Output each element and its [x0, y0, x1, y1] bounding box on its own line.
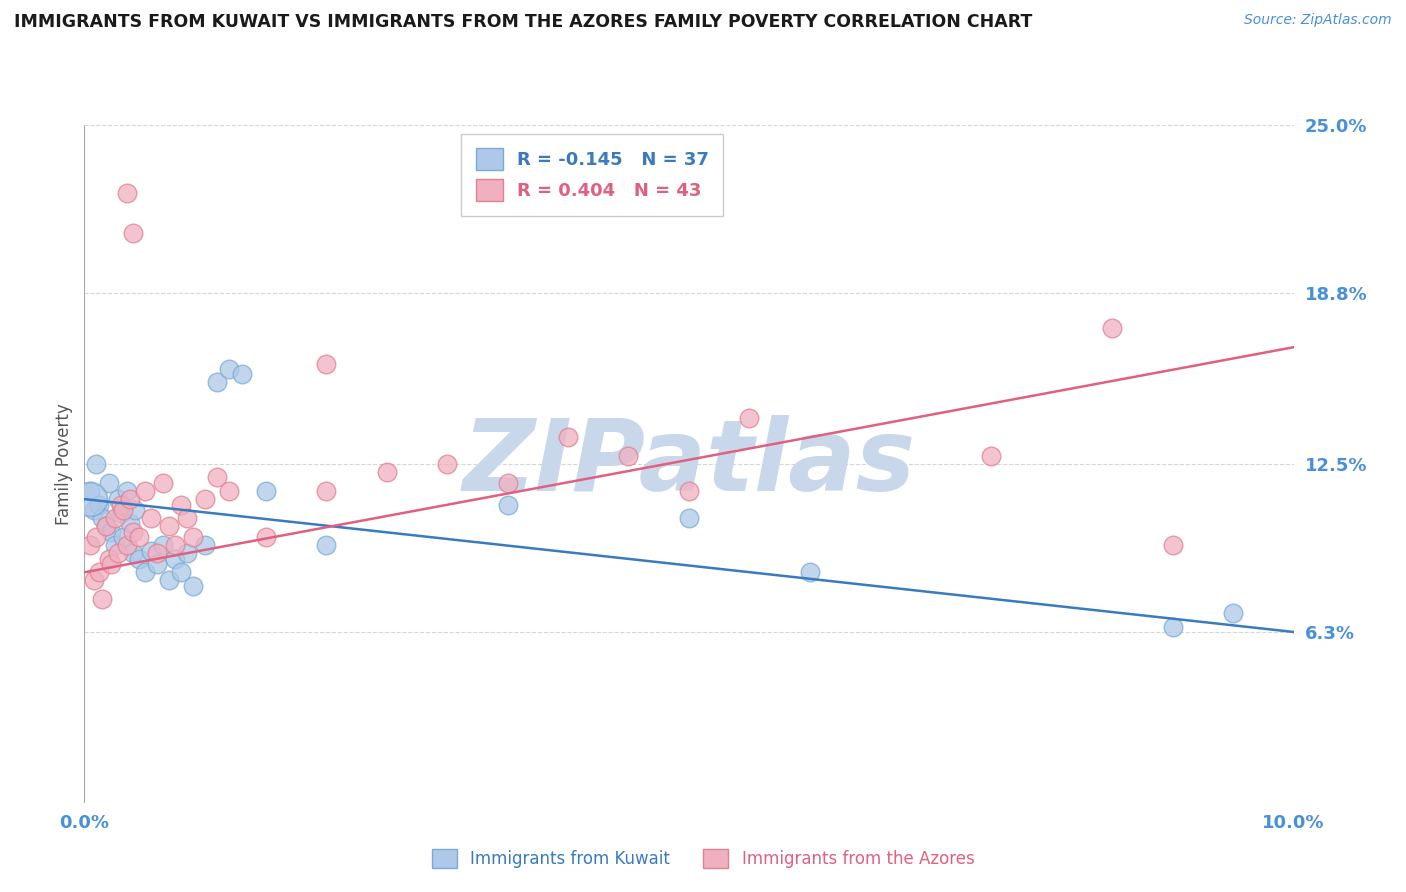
Point: [120, 516, 142, 531]
Point: [91, 511, 114, 525]
Point: [254, 483, 277, 498]
Point: [128, 551, 150, 566]
Point: [97, 551, 120, 566]
Point: [87, 498, 110, 512]
Point: [194, 492, 217, 507]
Point: [139, 511, 162, 525]
Point: [181, 579, 204, 593]
Point: [94, 519, 117, 533]
Point: [231, 368, 253, 382]
Point: [218, 483, 240, 498]
Point: [139, 543, 162, 558]
Point: [315, 538, 337, 552]
Point: [91, 592, 114, 607]
Point: [194, 538, 217, 552]
Point: [79, 492, 101, 507]
Point: [176, 546, 198, 560]
Point: [1161, 538, 1184, 552]
Point: [86, 457, 108, 471]
Point: [254, 530, 277, 544]
Point: [121, 524, 143, 539]
Point: [110, 506, 132, 520]
Point: [181, 530, 204, 544]
Point: [738, 410, 761, 425]
Legend: R = -0.145   N = 37, R = 0.404   N = 43: R = -0.145 N = 37, R = 0.404 N = 43: [461, 134, 723, 216]
Text: ZIPatlas: ZIPatlas: [463, 416, 915, 512]
Point: [115, 186, 138, 200]
Point: [86, 530, 108, 544]
Point: [121, 227, 143, 241]
Point: [315, 357, 337, 371]
Point: [83, 574, 105, 588]
Point: [79, 538, 101, 552]
Point: [218, 362, 240, 376]
Point: [104, 511, 127, 525]
Point: [146, 546, 169, 560]
Point: [112, 530, 135, 544]
Legend: Immigrants from Kuwait, Immigrants from the Azores: Immigrants from Kuwait, Immigrants from …: [425, 843, 981, 875]
Point: [617, 449, 640, 463]
Point: [107, 546, 129, 560]
Point: [112, 503, 135, 517]
Point: [152, 538, 174, 552]
Point: [121, 546, 143, 560]
Point: [165, 538, 187, 552]
Point: [100, 524, 122, 539]
Text: IMMIGRANTS FROM KUWAIT VS IMMIGRANTS FROM THE AZORES FAMILY POVERTY CORRELATION : IMMIGRANTS FROM KUWAIT VS IMMIGRANTS FRO…: [14, 13, 1032, 31]
Text: Source: ZipAtlas.com: Source: ZipAtlas.com: [1244, 13, 1392, 28]
Point: [94, 519, 117, 533]
Point: [115, 538, 138, 552]
Point: [375, 465, 398, 479]
Point: [207, 470, 229, 484]
Point: [152, 475, 174, 490]
Point: [100, 557, 122, 571]
Point: [110, 498, 132, 512]
Point: [124, 503, 146, 517]
Point: [980, 449, 1002, 463]
Point: [157, 574, 180, 588]
Point: [678, 483, 700, 498]
Point: [496, 475, 519, 490]
Point: [436, 457, 458, 471]
Point: [128, 530, 150, 544]
Point: [1161, 619, 1184, 633]
Point: [87, 566, 110, 580]
Point: [170, 498, 193, 512]
Point: [1101, 321, 1123, 335]
Point: [157, 519, 180, 533]
Point: [120, 492, 142, 507]
Point: [557, 430, 579, 444]
Point: [176, 511, 198, 525]
Point: [79, 483, 101, 498]
Point: [170, 566, 193, 580]
Y-axis label: Family Poverty: Family Poverty: [55, 403, 73, 524]
Point: [207, 376, 229, 390]
Point: [1222, 606, 1244, 620]
Point: [134, 483, 156, 498]
Point: [165, 551, 187, 566]
Point: [496, 498, 519, 512]
Point: [134, 566, 156, 580]
Point: [678, 511, 700, 525]
Point: [115, 483, 138, 498]
Point: [107, 492, 129, 507]
Point: [146, 557, 169, 571]
Point: [104, 538, 127, 552]
Point: [315, 483, 337, 498]
Point: [97, 475, 120, 490]
Point: [83, 503, 105, 517]
Point: [799, 566, 821, 580]
